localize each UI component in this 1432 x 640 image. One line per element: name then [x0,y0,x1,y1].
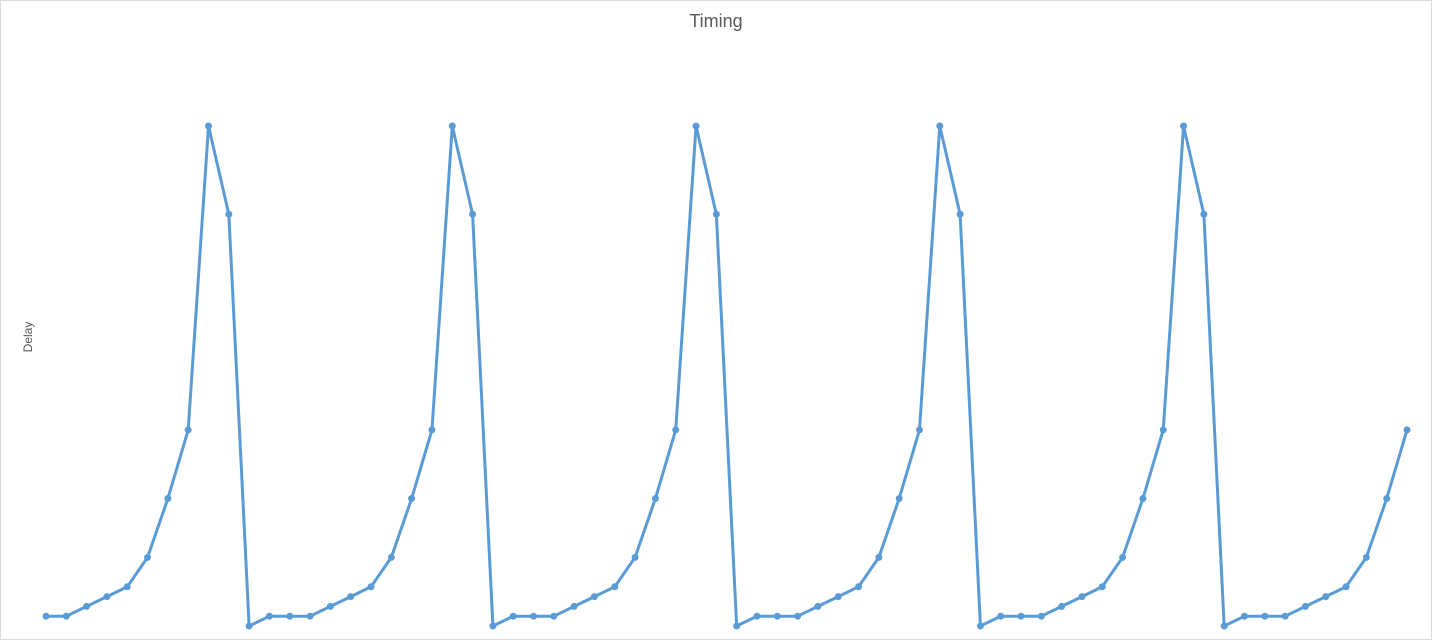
data-point [814,602,822,610]
data-point [1139,495,1147,503]
data-point [62,612,70,620]
data-point [387,553,395,561]
data-point [611,583,619,591]
data-point [367,583,375,591]
data-point [976,622,984,630]
data-point [205,122,213,130]
data-point [1119,553,1127,561]
data-point [956,210,964,218]
chart-title: Timing [689,11,743,31]
data-point [915,426,923,434]
data-point [245,622,253,630]
data-point [1403,426,1411,434]
data-point [550,612,558,620]
data-point [42,612,50,620]
data-point [1261,612,1269,620]
data-point [144,553,152,561]
data-point [286,612,294,620]
data-point [347,593,355,601]
data-point [184,426,192,434]
data-point [448,122,456,130]
data-point [1342,583,1350,591]
data-point [936,122,944,130]
data-point [489,622,497,630]
series-line [44,124,1409,628]
data-point [469,210,477,218]
data-point [1240,612,1248,620]
data-point [265,612,273,620]
data-point [1180,122,1188,130]
data-point [1078,593,1086,601]
data-point [794,612,802,620]
data-point [895,495,903,503]
data-point [834,593,842,601]
data-point [83,602,91,610]
data-point [753,612,761,620]
data-point [672,426,680,434]
data-point [570,602,578,610]
data-point [1220,622,1228,630]
data-point [1322,593,1330,601]
data-point [631,553,639,561]
data-point [1200,210,1208,218]
data-point [590,593,598,601]
data-point [1383,495,1391,503]
data-point [103,593,111,601]
data-point [1037,612,1045,620]
data-point [326,602,334,610]
data-point [408,495,416,503]
data-point [509,612,517,620]
data-point [1362,553,1370,561]
data-point [306,612,314,620]
data-point [712,210,720,218]
data-point [164,495,172,503]
data-point [428,426,436,434]
data-point [1301,602,1309,610]
data-point [225,210,233,218]
data-point [997,612,1005,620]
data-point [1017,612,1025,620]
data-point [123,583,131,591]
data-point [1098,583,1106,591]
data-point [530,612,538,620]
data-point [692,122,700,130]
data-point [875,553,883,561]
data-point [651,495,659,503]
data-point [773,612,781,620]
data-point [1058,602,1066,610]
data-point [1281,612,1289,620]
data-point [733,622,741,630]
data-point [855,583,863,591]
data-point [1159,426,1167,434]
